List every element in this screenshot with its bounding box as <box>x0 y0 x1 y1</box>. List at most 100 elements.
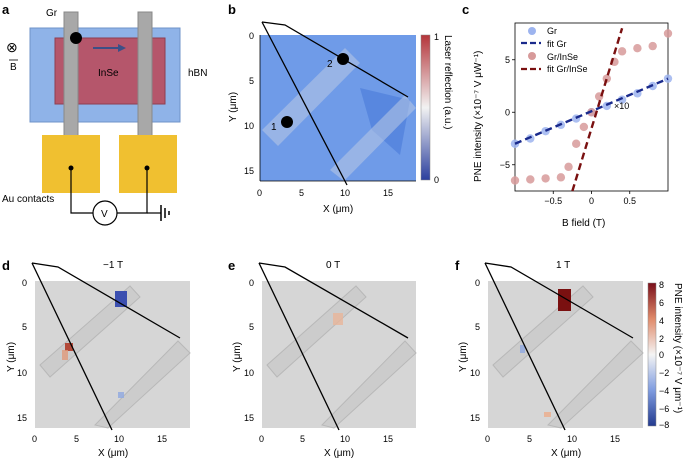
panel-e: e 0 T <box>228 258 417 431</box>
pne-hotspot-faint <box>118 392 124 398</box>
legend-fit-grinse: fit Gr/InSe <box>547 64 588 74</box>
chart-ytick-label: −5 <box>500 160 510 170</box>
f-ytick: 5 <box>475 322 480 332</box>
data-point-gr-inse <box>572 139 581 148</box>
chart-layer <box>510 27 673 192</box>
gr-stripe-shadow-2 <box>330 95 416 181</box>
d-ylabel: Y (μm) <box>6 342 17 372</box>
voltmeter <box>92 200 118 226</box>
d-ytick: 15 <box>17 413 27 423</box>
panel-e-letter: e <box>228 258 235 273</box>
reflection-colorbar <box>420 34 431 181</box>
panel-d-letter: d <box>2 258 10 273</box>
pne-hotspot-e <box>333 313 343 325</box>
pne-hotspot-blue <box>115 291 127 307</box>
e-xtick: 5 <box>300 434 305 444</box>
pne-hotspot-red-f <box>558 289 571 311</box>
data-point-gr-inse <box>510 176 520 185</box>
chart-legend: Gr fit Gr Gr/InSe fit Gr/InSe <box>521 26 588 74</box>
panel-d: d −1 T <box>2 258 191 431</box>
laser-spot <box>70 32 82 44</box>
legend-grinse: Gr/InSe <box>547 52 578 62</box>
gr-strip-right <box>137 11 153 147</box>
flake-edge-top-e <box>258 262 409 339</box>
chart-xlabel: B field (T) <box>562 218 605 229</box>
f-xtick: 15 <box>610 434 620 444</box>
flake-edge-left-e <box>258 262 340 431</box>
data-point-gr-inse <box>648 41 657 51</box>
panel-e-title: 0 T <box>326 260 340 271</box>
panel-c-letter: c <box>462 2 469 17</box>
cb-f-tick: 0 <box>659 350 664 360</box>
d-ytick: 10 <box>17 368 27 378</box>
d-ytick: 0 <box>22 278 27 288</box>
b-xtick: 5 <box>299 188 304 198</box>
data-point-gr-inse <box>579 122 589 132</box>
b-ytick: 0 <box>249 31 254 41</box>
d-xtick: 5 <box>74 434 79 444</box>
pne-hotspot-warm <box>62 350 68 360</box>
spot-1-label: 1 <box>271 122 277 133</box>
flake-edge-top-d <box>31 262 181 339</box>
panel-b-colorbar: 1 0 Laser reflection (a.u.) <box>420 32 453 185</box>
cb-f-tick: 8 <box>659 280 664 290</box>
cb-f-tick: 6 <box>659 298 664 308</box>
panel-b-letter: b <box>228 2 236 17</box>
d-xtick: 15 <box>157 434 167 444</box>
voltmeter-label: V <box>101 209 108 220</box>
b-field-label: B <box>10 62 17 73</box>
f-ylabel: Y (μm) <box>458 342 469 372</box>
e-xlabel: X (μm) <box>324 448 354 459</box>
f-ytick: 15 <box>470 413 480 423</box>
panel-f-letter: f <box>455 258 460 273</box>
flake-edge-left <box>261 21 348 186</box>
chart-ticks: −0.5 0 0.5 5 0 −5 <box>500 55 636 206</box>
reflection-colorbar-label: Laser reflection (a.u.) <box>442 35 453 130</box>
panel-c: c −0.5 0 0.5 5 0 −5 ×10 B field (T) PNE inten… <box>462 2 673 229</box>
pne-colorbar-label: PNE intensity (×10⁻⁷ V μm⁻¹) <box>672 283 683 413</box>
cb-f-tick: 4 <box>659 316 664 326</box>
flake-edge-left-d <box>31 262 113 431</box>
data-point-gr <box>617 95 627 104</box>
chart-xtick-label: 0.5 <box>623 196 636 206</box>
f-xtick: 0 <box>485 434 490 444</box>
f-xtick: 10 <box>567 434 577 444</box>
flake-edge-left-f <box>484 262 566 431</box>
b-ytick: 10 <box>244 121 254 131</box>
cb-f-tick: 2 <box>659 334 664 344</box>
b-xlabel: X (μm) <box>323 204 353 215</box>
data-point-gr-inse <box>526 175 535 184</box>
spot-1 <box>281 116 293 128</box>
map-axes: 0 5 10 15 0 5 10 15 X (μm) Y (μm) 0 5 10… <box>6 278 620 459</box>
pne-hotspot-warm-f <box>544 412 551 417</box>
data-point-gr-inse <box>541 174 550 183</box>
b-xtick: 10 <box>340 188 350 198</box>
current-arrowhead <box>118 44 126 52</box>
legend-grinse-marker <box>528 52 536 60</box>
cb-b-tick: 0 <box>434 175 439 185</box>
spot-2-label: 2 <box>327 59 333 70</box>
d-xtick: 0 <box>32 434 37 444</box>
chart-ylabel: PNE intensity (×10⁻⁷ V μW⁻¹) <box>473 51 484 182</box>
f-ytick: 0 <box>475 278 480 288</box>
e-xtick: 15 <box>383 434 393 444</box>
gr-stripe-e-1 <box>266 285 367 378</box>
b-field-symbol: ⊗ <box>6 39 18 55</box>
hbn-label: hBN <box>188 68 207 79</box>
e-xtick: 0 <box>259 434 264 444</box>
cb-f-tick: −4 <box>659 386 669 396</box>
e-ytick: 10 <box>244 368 254 378</box>
wire-left <box>70 168 93 214</box>
data-point-gr-inse <box>663 29 673 38</box>
d-xlabel: X (μm) <box>98 448 128 459</box>
chart-ytick-label: 5 <box>505 55 510 65</box>
b-ylabel: Y (μm) <box>228 92 239 122</box>
cb-f-tick: −8 <box>659 420 669 430</box>
b-xtick: 0 <box>257 188 262 198</box>
au-contacts-label: Au contacts <box>2 194 54 205</box>
au-contact-right <box>119 135 177 193</box>
wire-left-dot <box>68 165 74 171</box>
cb-b-tick: 1 <box>434 32 439 42</box>
panel-f-title: 1 T <box>556 260 570 271</box>
panel-f-colorbar: 8 6 4 2 0 −2 −4 −6 −8 PNE intensity (×10… <box>647 280 683 430</box>
